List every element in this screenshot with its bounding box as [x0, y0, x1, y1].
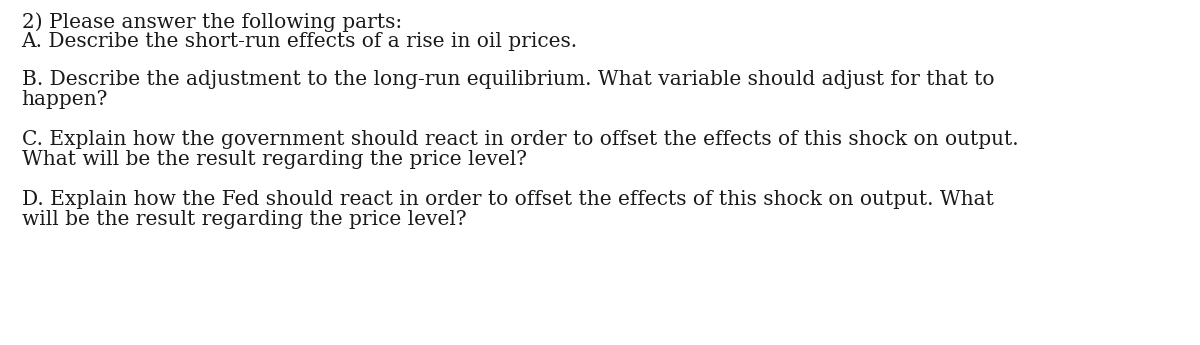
Text: C. Explain how the government should react in order to offset the effects of thi: C. Explain how the government should rea… [22, 130, 1019, 149]
Text: will be the result regarding the price level?: will be the result regarding the price l… [22, 210, 467, 229]
Text: D. Explain how the Fed should react in order to offset the effects of this shock: D. Explain how the Fed should react in o… [22, 190, 994, 209]
Text: A. Describe the short-run effects of a rise in oil prices.: A. Describe the short-run effects of a r… [22, 32, 577, 51]
Text: happen?: happen? [22, 90, 108, 109]
Text: 2) Please answer the following parts:: 2) Please answer the following parts: [22, 12, 402, 32]
Text: B. Describe the adjustment to the long-run equilibrium. What variable should adj: B. Describe the adjustment to the long-r… [22, 70, 994, 89]
Text: What will be the result regarding the price level?: What will be the result regarding the pr… [22, 150, 527, 169]
